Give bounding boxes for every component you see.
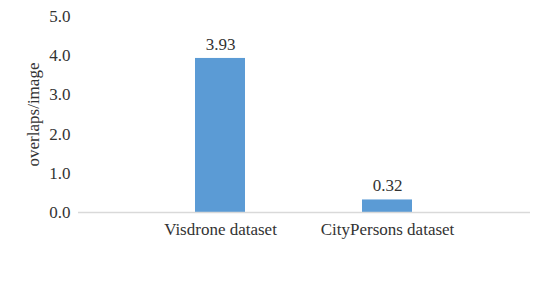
svg-text:overlaps/image: overlaps/image — [24, 63, 43, 167]
svg-text:0.32: 0.32 — [373, 176, 403, 195]
svg-text:1.0: 1.0 — [49, 164, 70, 183]
svg-text:4.0: 4.0 — [49, 46, 70, 65]
svg-text:CityPersons dataset: CityPersons dataset — [321, 220, 455, 239]
svg-text:Visdrone dataset: Visdrone dataset — [164, 220, 277, 239]
svg-text:3.0: 3.0 — [49, 85, 70, 104]
svg-text:2.0: 2.0 — [49, 125, 70, 144]
svg-text:3.93: 3.93 — [206, 35, 236, 54]
svg-text:0.0: 0.0 — [49, 203, 70, 222]
svg-text:5.0: 5.0 — [49, 7, 70, 26]
